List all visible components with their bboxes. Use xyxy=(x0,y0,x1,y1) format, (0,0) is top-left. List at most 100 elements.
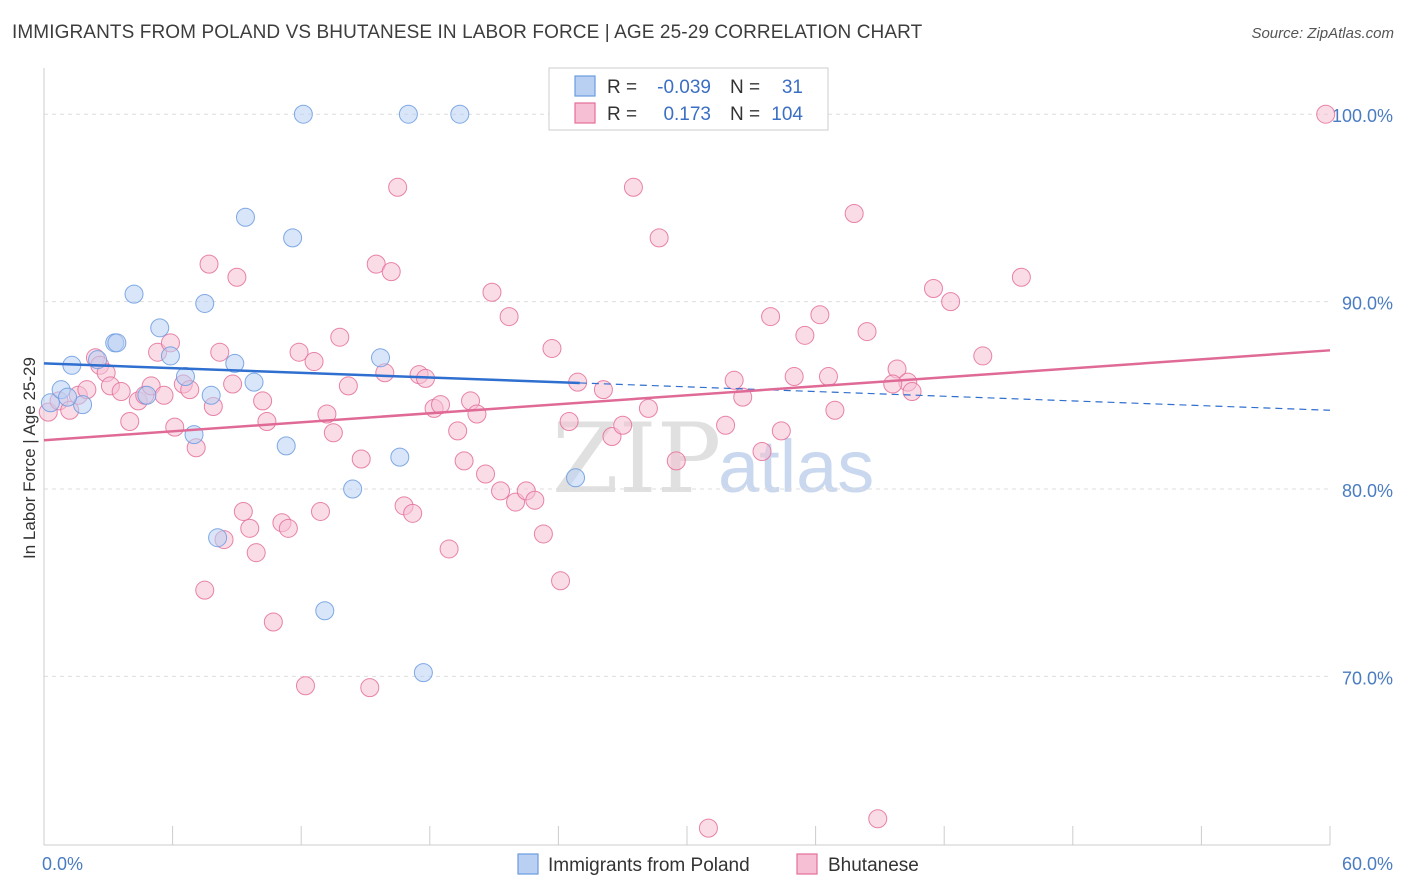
watermark: ZIP atlas xyxy=(552,403,874,515)
poland-point-0 xyxy=(40,393,60,413)
bhutanese-point-74 xyxy=(613,415,633,435)
bhutanese-point-90 xyxy=(825,400,845,420)
bhutanese-point-68 xyxy=(542,338,562,358)
legend-n-value-2: 104 xyxy=(771,104,803,125)
poland-point-6 xyxy=(107,333,127,353)
bhutanese-point-17 xyxy=(165,417,185,437)
bhutanese-point-66 xyxy=(525,490,545,510)
bhutanese-point-21 xyxy=(195,580,215,600)
legend-swatch-poland xyxy=(574,75,596,97)
bhutanese-point-70 xyxy=(559,412,579,432)
poland-points xyxy=(40,104,586,683)
bottom-legend-swatch-bhutanese xyxy=(796,853,818,875)
bhutanese-point-47 xyxy=(381,262,401,282)
bhutanese-point-91 xyxy=(844,204,864,224)
bhutanese-point-101 xyxy=(1316,104,1336,124)
bhutanese-point-81 xyxy=(724,370,744,390)
bhutanese-point-63 xyxy=(499,307,519,327)
poland-point-9 xyxy=(150,318,170,338)
poland-point-10 xyxy=(160,346,180,366)
correlation-legend: R = -0.039 N = 31 R = 0.173 N = 104 xyxy=(548,67,829,131)
bhutanese-point-48 xyxy=(388,177,408,197)
bottom-legend-poland: Immigrants from Poland xyxy=(548,855,750,876)
watermark-atlas: atlas xyxy=(718,425,874,508)
x-tick-label-0: 0.0% xyxy=(42,854,83,874)
poland-point-3 xyxy=(73,395,93,415)
axes xyxy=(43,68,1331,846)
poland-point-17 xyxy=(235,207,255,227)
bhutanese-point-26 xyxy=(223,374,243,394)
bhutanese-point-55 xyxy=(439,539,459,559)
bhutanese-point-45 xyxy=(366,254,386,274)
bhutanese-point-41 xyxy=(330,327,350,347)
bhutanese-point-15 xyxy=(154,385,174,405)
poland-point-15 xyxy=(208,528,228,548)
poland-point-29 xyxy=(566,468,586,488)
bhutanese-point-97 xyxy=(923,278,943,298)
poland-point-25 xyxy=(390,447,410,467)
bhutanese-point-87 xyxy=(795,325,815,345)
bhutanese-point-67 xyxy=(533,524,553,544)
bhutanese-point-76 xyxy=(638,398,658,418)
bhutanese-point-22 xyxy=(199,254,219,274)
trend-lines xyxy=(43,349,1331,442)
bhutanese-point-99 xyxy=(973,346,993,366)
bhutanese-point-34 xyxy=(278,518,298,538)
bhutanese-point-31 xyxy=(257,412,277,432)
poland-point-14 xyxy=(201,385,221,405)
bhutanese-point-98 xyxy=(941,292,961,312)
bhutanese-point-42 xyxy=(338,376,358,396)
poland-point-24 xyxy=(371,348,391,368)
legend-r-value-1: -0.039 xyxy=(657,77,711,98)
bhutanese-point-96 xyxy=(902,382,922,402)
bhutanese-point-39 xyxy=(317,404,337,424)
bhutanese-point-80 xyxy=(716,415,736,435)
bottom-legend-bhutanese: Bhutanese xyxy=(828,855,919,876)
poland-trend-extension xyxy=(579,382,1331,411)
poland-trend-line xyxy=(43,362,580,385)
legend-r-value-2: 0.173 xyxy=(663,104,711,125)
legend-r-label-1: R = xyxy=(607,77,637,98)
x-tick-labels: 0.0% 60.0% xyxy=(42,854,1393,874)
bhutanese-point-102 xyxy=(883,374,903,394)
bhutanese-point-32 xyxy=(263,612,283,632)
bhutanese-point-56 xyxy=(448,421,468,441)
bhutanese-point-92 xyxy=(857,322,877,342)
bhutanese-point-69 xyxy=(551,571,571,591)
bhutanese-point-88 xyxy=(810,305,830,325)
bhutanese-point-35 xyxy=(289,342,309,362)
legend-r-label-2: R = xyxy=(607,104,637,125)
bhutanese-point-77 xyxy=(649,228,669,248)
chart-title: IMMIGRANTS FROM POLAND VS BHUTANESE IN L… xyxy=(12,22,923,43)
x-tick-label-1: 60.0% xyxy=(1342,854,1393,874)
bhutanese-point-43 xyxy=(351,449,371,469)
bhutanese-point-79 xyxy=(698,818,718,838)
bhutanese-point-40 xyxy=(323,423,343,443)
poland-point-20 xyxy=(283,228,303,248)
bhutanese-point-103 xyxy=(253,391,273,411)
bhutanese-point-89 xyxy=(818,367,838,387)
y-tick-label-3: 70.0% xyxy=(1342,668,1393,688)
bhutanese-point-57 xyxy=(454,451,474,471)
bhutanese-point-37 xyxy=(304,352,324,372)
bhutanese-point-36 xyxy=(295,676,315,696)
bhutanese-point-44 xyxy=(360,678,380,698)
bhutanese-point-100 xyxy=(1011,267,1031,287)
y-tick-labels: 100.0% 90.0% 80.0% 70.0% xyxy=(1332,106,1393,688)
poland-point-8 xyxy=(137,385,157,405)
poland-point-7 xyxy=(124,284,144,304)
poland-point-22 xyxy=(315,601,335,621)
bhutanese-point-61 xyxy=(482,282,502,302)
bhutanese-point-72 xyxy=(593,380,613,400)
poland-point-26 xyxy=(398,104,418,124)
bhutanese-points xyxy=(38,104,1336,838)
bhutanese-point-38 xyxy=(310,501,330,521)
bhutanese-point-83 xyxy=(752,442,772,461)
bhutanese-point-86 xyxy=(784,367,804,387)
y-axis-label: In Labor Force | Age 25-29 xyxy=(20,357,39,559)
watermark-zip: ZIP xyxy=(552,403,721,515)
bhutanese-point-29 xyxy=(240,518,260,538)
legend-n-label-2: N = xyxy=(730,104,760,125)
legend-n-label-1: N = xyxy=(730,77,760,98)
